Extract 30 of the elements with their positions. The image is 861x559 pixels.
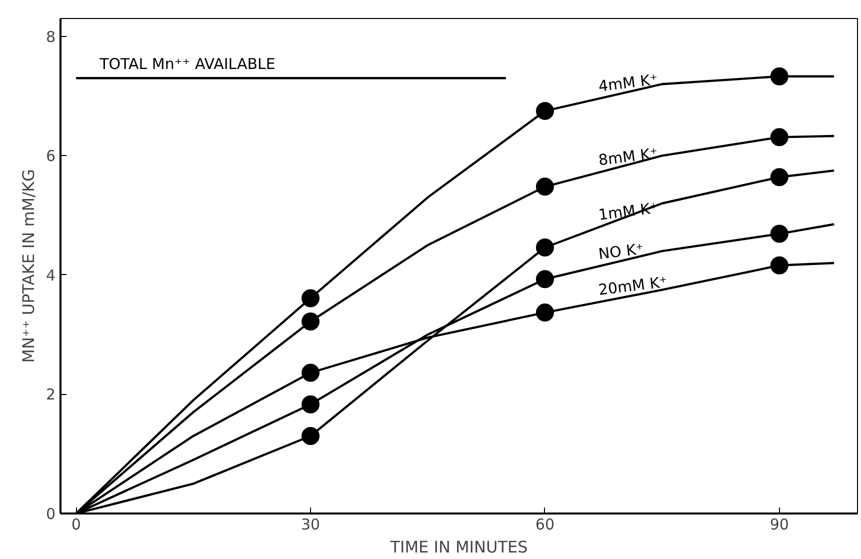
point — [770, 128, 788, 146]
text: NO K⁺ — [597, 240, 645, 264]
point — [536, 178, 554, 196]
point — [770, 168, 788, 186]
y-tick-label: 4 — [46, 266, 56, 284]
point — [770, 256, 788, 274]
point — [302, 364, 320, 382]
series-label: TOTAL Mn⁺⁺ AVAILABLE — [98, 55, 276, 74]
point — [770, 224, 788, 243]
point — [302, 395, 320, 414]
text: 8mM K⁺ — [597, 144, 659, 170]
x-tick-label: 30 — [300, 516, 320, 534]
point — [302, 289, 320, 308]
text: 4mM K⁺ — [597, 70, 659, 96]
x-tick-label: 0 — [71, 516, 81, 534]
point — [536, 270, 554, 288]
x-axis-title: TIME IN MINUTES — [389, 538, 528, 556]
point — [302, 426, 320, 445]
y-tick-label: 8 — [46, 28, 56, 46]
x-tick-label: 90 — [770, 516, 789, 534]
point — [536, 238, 554, 256]
point — [770, 67, 788, 86]
y-axis-title: MN⁺⁺ UPTAKE IN mM/KG — [18, 169, 38, 363]
point — [536, 304, 554, 322]
point — [536, 102, 554, 120]
y-tick-label: 2 — [46, 386, 56, 404]
y-tick-label: 6 — [46, 147, 56, 166]
point — [302, 312, 320, 330]
text: 20mM K⁺ — [597, 272, 668, 299]
x-tick-label: 60 — [535, 516, 554, 534]
